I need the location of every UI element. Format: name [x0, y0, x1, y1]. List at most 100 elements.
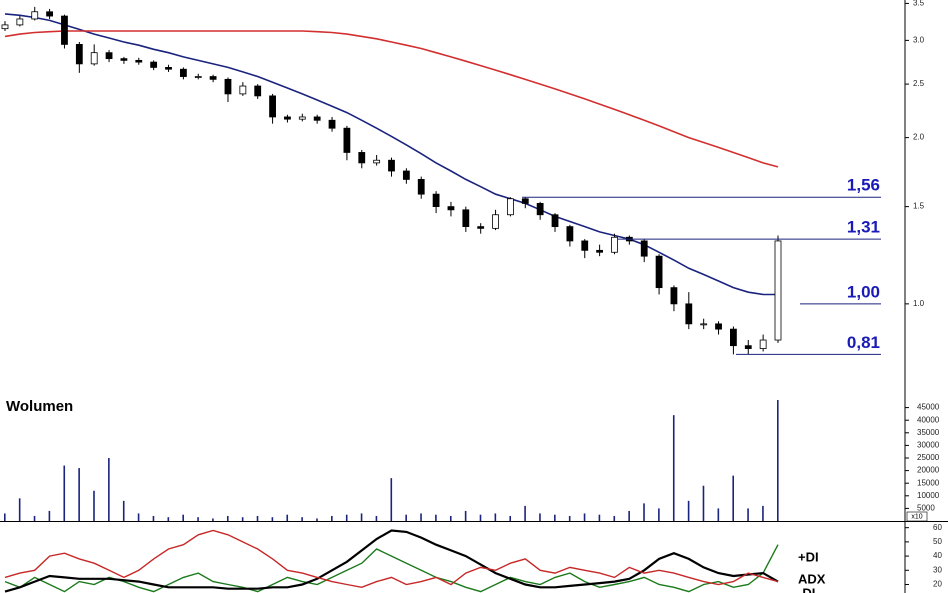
candle-body [388, 159, 395, 172]
volume-bar [762, 505, 764, 521]
volume-bar [152, 515, 155, 521]
volume-bar [48, 510, 51, 521]
indicator-line [4, 544, 779, 593]
candle-body [700, 323, 708, 326]
candle-body [179, 68, 187, 77]
candle-body [715, 323, 722, 330]
axis-note-box [906, 511, 928, 522]
candle-body [150, 61, 158, 68]
volume-bar [345, 514, 348, 521]
level-label: 1,00 [847, 282, 880, 301]
candle-body [135, 59, 143, 63]
candle-body [507, 198, 514, 216]
volume-bar [524, 505, 526, 521]
candle-body [536, 203, 544, 216]
y-tick-label: 45000 [917, 403, 940, 412]
candle-body [477, 226, 485, 229]
volume-bar [449, 515, 452, 521]
volume-bar [375, 515, 378, 521]
candle-body [373, 159, 381, 164]
legend-label: -DI [798, 585, 815, 593]
candle-body [61, 15, 68, 45]
candle-body [774, 240, 782, 341]
price-panel [1, 6, 782, 355]
candle-body [194, 76, 202, 78]
y-tick-label: 10000 [917, 491, 940, 500]
moving-average [4, 13, 778, 296]
level-label: 1,31 [847, 218, 880, 237]
volume-bar [316, 518, 318, 521]
candle-body [46, 11, 53, 17]
volume-bar [33, 515, 36, 521]
volume-bar [658, 508, 660, 521]
volume-bar [687, 500, 690, 521]
volume-bar [197, 517, 199, 521]
indicator-line [4, 529, 779, 589]
axes-labels: 3.5 3.0 2.5 2.0 1.5 1.0 1,56 1,31 1,00 0,81 5000 10… [522, 0, 942, 593]
volume-bar [360, 513, 363, 521]
candle-body [209, 76, 217, 80]
volume-bar [435, 514, 437, 521]
volume-bar [182, 514, 184, 521]
y-tick-label: 1.0 [913, 299, 925, 308]
volume-bar [568, 515, 571, 521]
volume-bar [747, 508, 749, 521]
volume-bar [93, 490, 95, 521]
moving-average [4, 30, 779, 168]
candle-body [670, 287, 678, 305]
volume-bar [702, 485, 705, 521]
candle-body [313, 116, 321, 121]
volume-bar [331, 515, 333, 521]
volume-bar [628, 510, 630, 521]
candle-body [551, 214, 559, 228]
candle-body [402, 170, 410, 180]
volume-bar [420, 513, 422, 521]
candle-body [254, 85, 262, 97]
candle-body [685, 303, 693, 325]
y-tick-label: 2.0 [913, 133, 925, 142]
volume-bar [4, 513, 6, 521]
y-tick-label: 35000 [917, 428, 940, 437]
volume-bar [539, 513, 541, 521]
candle-body [640, 240, 648, 257]
candle-body [417, 179, 425, 195]
volume-title: Wolumen [6, 398, 73, 415]
y-tick-label: 15000 [917, 478, 940, 487]
candle-body [120, 58, 128, 61]
volume-bar [672, 415, 675, 521]
y-tick-label: 20000 [917, 466, 940, 475]
indicator-line [4, 529, 779, 593]
volume-bar [777, 400, 779, 521]
y-tick-label: 60 [933, 523, 942, 532]
candle-body [105, 52, 113, 60]
candle-body [16, 18, 24, 26]
volume-bar [256, 515, 259, 521]
volume-bar [18, 498, 21, 521]
y-tick-label: 3.5 [913, 0, 925, 8]
y-tick-label: 25000 [917, 453, 940, 462]
volume-bar [583, 513, 586, 521]
volume-bar [717, 508, 720, 521]
volume-bar [554, 514, 556, 521]
candle-body [521, 198, 529, 204]
candle-body [328, 119, 336, 129]
volume-bar [613, 515, 616, 521]
volume-bar [301, 517, 303, 521]
candle-body [492, 214, 499, 229]
level-label: 0,81 [847, 333, 880, 352]
candle-body [165, 67, 172, 70]
axis-note: x10 [911, 513, 922, 520]
candle-body [596, 249, 604, 253]
y-tick-label: 5000 [917, 504, 935, 513]
legend-label: ADX [798, 571, 826, 586]
candle-body [75, 44, 83, 65]
volume-bar [286, 514, 289, 521]
volume-panel [4, 400, 779, 521]
volume-bar [598, 514, 601, 521]
dmi-panel [4, 529, 779, 593]
candle-body [447, 206, 455, 211]
candle-body [31, 11, 39, 20]
volume-bar [494, 513, 497, 521]
